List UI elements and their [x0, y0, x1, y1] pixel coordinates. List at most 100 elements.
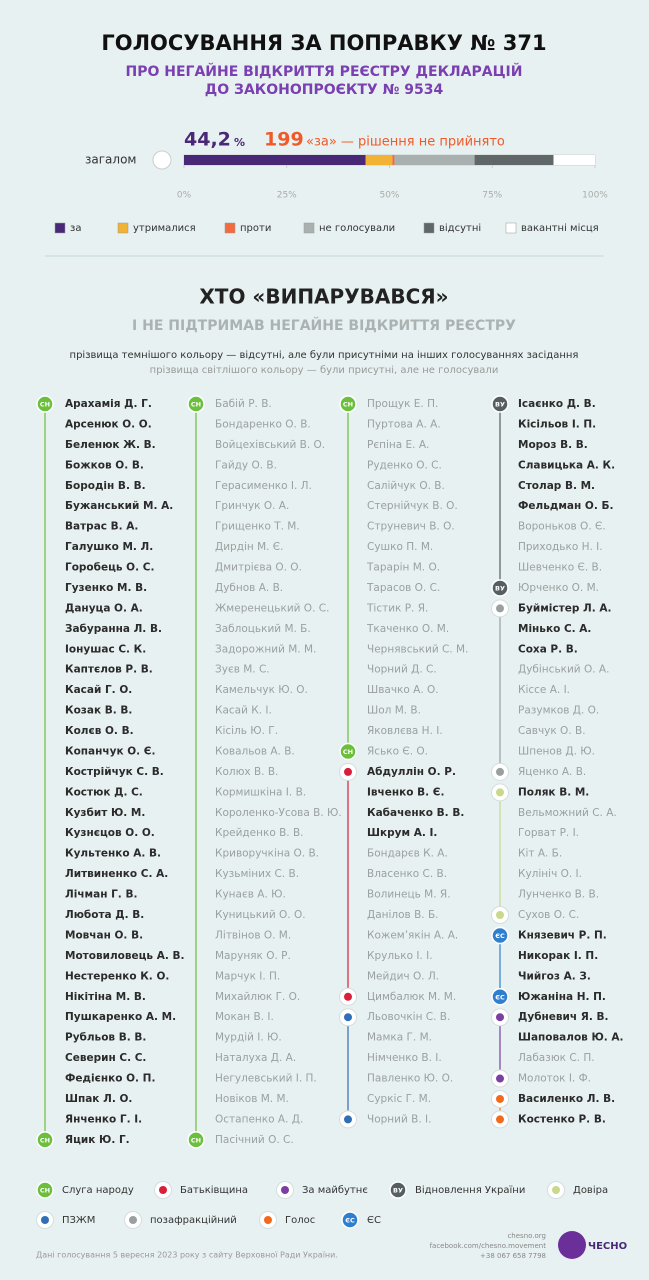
member-name: Нікітіна М. В.: [65, 991, 146, 1003]
member-name: Бабій Р. В.: [215, 398, 272, 410]
member-name: Негулевський І. П.: [215, 1073, 317, 1085]
legend-swatch: [117, 222, 129, 234]
faction-icon: [36, 1181, 54, 1199]
member-name: Вороньков О. Є.: [518, 521, 606, 533]
member-name: Савчук О. В.: [518, 725, 586, 737]
category-label: загалом: [85, 153, 136, 167]
member-name: Власенко С. В.: [367, 868, 447, 880]
member-name: Салійчук О. В.: [367, 480, 445, 492]
faction-abbr: ЄС: [345, 1217, 355, 1225]
member-name: Копанчук О. Є.: [65, 745, 156, 757]
member-name: Поляк В. М.: [518, 786, 589, 798]
faction-mark: [129, 1216, 137, 1224]
faction-icon: [339, 742, 357, 761]
faction-icon: [36, 1131, 54, 1149]
faction-mark: [344, 1115, 352, 1124]
faction-abbr: СН: [191, 1136, 201, 1144]
member-name: Яковлєва Н. І.: [367, 725, 443, 737]
faction-mark: [552, 1186, 560, 1194]
member-name: Чернявський С. М.: [367, 643, 468, 655]
member-name: Касай Г. О.: [65, 684, 132, 696]
member-name: Мокан В. І.: [215, 1011, 274, 1023]
logo-icon: [558, 1231, 586, 1259]
member-name: Кунаєв А. Ю.: [215, 889, 286, 901]
faction-abbr: СН: [343, 401, 353, 409]
faction-mark: [496, 767, 504, 776]
member-name: Дмитрієва О. О.: [215, 562, 302, 574]
member-name: Герасименко І. Л.: [215, 480, 312, 492]
x-tick-label: 25%: [277, 191, 297, 201]
faction-abbr: СН: [40, 1136, 50, 1144]
member-name: Дубневич Я. В.: [518, 1011, 609, 1023]
member-name: Мейдич О. Л.: [367, 970, 439, 982]
member-name: Молоток І. Ф.: [518, 1073, 591, 1085]
member-name: Бужанський М. А.: [65, 500, 173, 512]
member-name: Буймістер Л. А.: [518, 602, 611, 614]
member-name: Войцехівський В. О.: [215, 439, 325, 451]
result: «за» — рішення не прийнято: [306, 135, 505, 150]
bar-segment: [474, 155, 554, 165]
member-name: Камельчук Ю. О.: [215, 684, 308, 696]
legend-label: проти: [240, 223, 271, 234]
member-name: Мовчан О. В.: [65, 929, 143, 941]
member-name: Фельдман О. Б.: [518, 500, 613, 512]
faction-abbr: СН: [40, 1187, 50, 1195]
member-name: Льовочкін С. В.: [367, 1011, 450, 1023]
faction-mark: [496, 1074, 504, 1083]
member-name: Остапенко А. Д.: [215, 1113, 303, 1125]
member-name: Кісільов І. П.: [518, 418, 596, 430]
faction-abbr: СН: [191, 401, 201, 409]
note: прізвища темнішого кольору — відсутні, а…: [70, 349, 579, 361]
subtitle: ДО ЗАКОНОПРОЄКТУ № 9534: [205, 82, 444, 98]
member-name: Короленко-Усова В. Ю.: [215, 807, 342, 819]
member-name: Шаповалов Ю. А.: [518, 1032, 624, 1044]
member-name: Кіт А. Б.: [518, 848, 562, 860]
note: прізвища світлішого кольору — були прису…: [150, 364, 499, 376]
member-name: Кузьміних С. В.: [215, 868, 299, 880]
member-name: Федієнко О. П.: [65, 1073, 155, 1085]
overall-icon: [152, 150, 172, 170]
bar-segment: [553, 155, 595, 165]
faction-icon: [491, 395, 509, 413]
member-name: Приходько Н. І.: [518, 541, 603, 553]
member-name: Суркіс Г. М.: [367, 1093, 431, 1105]
votes-count: 199: [264, 129, 304, 151]
member-name: Пушкаренко А. М.: [65, 1011, 176, 1023]
subtitle: ПРО НЕГАЙНЕ ВІДКРИТТЯ РЕЄСТРУ ДЕКЛАРАЦІЙ: [126, 63, 523, 80]
bar-segment: [365, 155, 393, 165]
faction-legend-label: позафракційний: [150, 1214, 237, 1226]
member-name: Криворучкіна О. В.: [215, 848, 319, 860]
member-name: Зуєв М. С.: [215, 664, 270, 676]
member-name: Бородін В. В.: [65, 480, 146, 492]
value-label: 44,2: [184, 129, 231, 151]
member-name: Марчук І. П.: [215, 970, 280, 982]
faction-abbr: ЄС: [495, 932, 505, 940]
member-name: Пуртова А. А.: [367, 418, 441, 430]
legend-label: утрималися: [133, 223, 196, 234]
member-name: Стернійчук В. О.: [367, 500, 458, 512]
member-name: Горват Р. І.: [518, 827, 579, 839]
member-name: Шол М. В.: [367, 705, 421, 717]
faction-abbr: ВУ: [393, 1187, 403, 1195]
member-name: Цимбалюк М. М.: [367, 991, 456, 1003]
member-name: Куницький О. О.: [215, 909, 306, 921]
member-name: Мурдій І. Ю.: [215, 1032, 282, 1044]
member-name: Задорожний М. М.: [215, 643, 316, 655]
member-name: Ісаєнко Д. В.: [518, 398, 596, 410]
member-name: Никорак І. П.: [518, 950, 598, 962]
faction-icon: [36, 395, 54, 413]
member-name: Славицька А. К.: [518, 459, 615, 471]
member-name: Колюх В. В.: [215, 766, 278, 778]
legend-swatch: [224, 222, 236, 234]
member-name: Кормишкіна І. В.: [215, 786, 306, 798]
x-tick-label: 100%: [582, 191, 608, 201]
faction-abbr: ВУ: [495, 401, 505, 409]
facebook: facebook.com/chesno.movement: [430, 1242, 547, 1250]
member-name: Арахамія Д. Г.: [65, 398, 152, 410]
member-name: Южаніна Н. П.: [518, 991, 606, 1003]
member-name: Горобець О. С.: [65, 562, 154, 574]
member-name: Новіков М. М.: [215, 1093, 289, 1105]
member-name: Грищенко Т. М.: [215, 521, 300, 533]
member-name: Рубльов В. В.: [65, 1032, 146, 1044]
member-name: Шкрум А. І.: [367, 827, 437, 839]
